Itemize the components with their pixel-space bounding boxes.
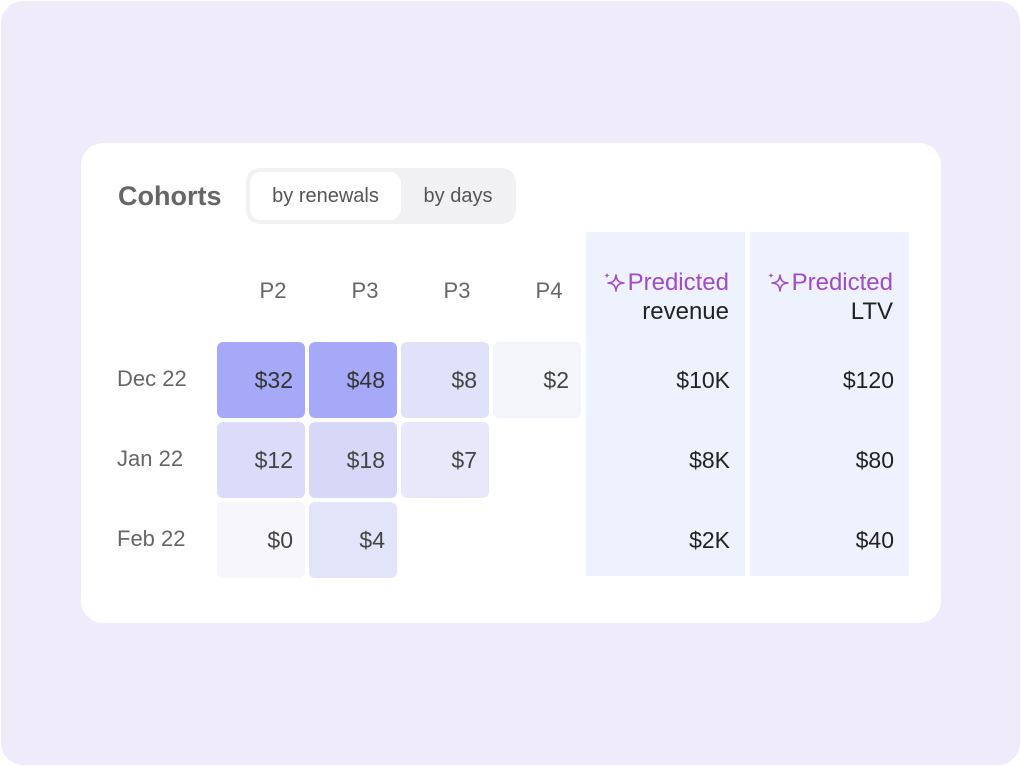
card-title: Cohorts	[118, 181, 222, 211]
row-label-feb-22: Feb 22	[117, 526, 186, 551]
predicted-ltv-value: $120	[842, 367, 894, 393]
predicted-ltv-header: Predicted LTV	[743, 268, 893, 326]
predicted-revenue-column	[586, 232, 745, 576]
column-header-p3: P3	[351, 278, 379, 303]
predicted-revenue-sublabel: revenue	[642, 298, 729, 325]
cohort-cell: $7	[401, 422, 489, 498]
row-label-dec-22: Dec 22	[117, 366, 187, 391]
predicted-ltv-label: Predicted	[791, 269, 893, 296]
row-label-jan-22: Jan 22	[117, 446, 184, 471]
predicted-revenue-header: Predicted revenue	[579, 268, 729, 326]
predicted-ltv-sublabel: LTV	[850, 298, 893, 325]
by-days-button[interactable]: by days	[423, 185, 493, 207]
sparkle-icon	[767, 272, 789, 292]
cohort-cell: $48	[309, 342, 397, 418]
cohort-cell: $18	[309, 422, 397, 498]
cohort-cell: $2	[493, 342, 581, 418]
predicted-revenue-value: $2K	[689, 527, 730, 553]
cohort-cell: $32	[217, 342, 305, 418]
cohort-cell: $4	[309, 502, 397, 578]
column-header-p4: P4	[535, 278, 563, 303]
sparkle-icon	[603, 272, 625, 292]
column-header-p2: P2	[259, 278, 287, 303]
column-header-p3-second: P3	[443, 278, 471, 303]
predicted-revenue-value: $10K	[676, 367, 730, 393]
predicted-revenue-value: $8K	[689, 447, 730, 473]
by-renewals-button[interactable]: by renewals	[250, 172, 401, 220]
predicted-ltv-value: $80	[855, 447, 894, 473]
view-toggle: by renewals by days	[246, 168, 516, 224]
predicted-ltv-value: $40	[855, 527, 894, 553]
cohort-cell: $8	[401, 342, 489, 418]
predicted-revenue-label: Predicted	[627, 269, 729, 296]
cohort-cell: $12	[217, 422, 305, 498]
cohort-cell: $0	[217, 502, 305, 578]
predicted-ltv-column	[750, 232, 909, 576]
